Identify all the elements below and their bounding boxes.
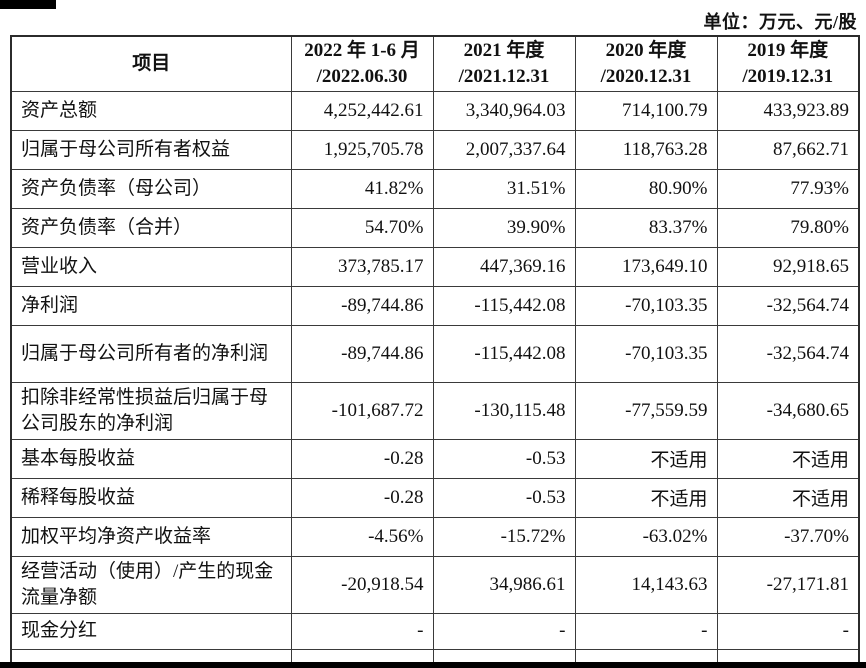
- row-net-profit-after-nonrecurring: 扣除非经常性损益后归属于母公司股东的净利润 -101,687.72 -130,1…: [10, 381, 860, 440]
- cell-value: 77.93%: [716, 168, 860, 209]
- header-period-2020: 2020 年度 /2020.12.31: [574, 35, 718, 92]
- cell-value: -34,680.65: [716, 381, 860, 440]
- cell-value: -0.28: [290, 477, 434, 518]
- cell-value: -89,744.86: [290, 324, 434, 383]
- unit-label: 单位：万元、元/股: [703, 12, 857, 32]
- cell-value: -27,171.81: [716, 555, 860, 614]
- scan-artifact-top-left: [0, 0, 56, 9]
- cell-value: -63.02%: [574, 516, 718, 557]
- row-label: 归属于母公司所有者权益: [10, 129, 292, 170]
- row-label: 扣除非经常性损益后归属于母公司股东的净利润: [10, 381, 292, 440]
- row-operating-revenue: 营业收入 373,785.17 447,369.16 173,649.10 92…: [10, 246, 860, 287]
- cell-value: -37.70%: [716, 516, 860, 557]
- cell-value: -: [290, 612, 434, 650]
- cell-value: -32,564.74: [716, 324, 860, 383]
- cell-value: -: [574, 612, 718, 650]
- cell-value: -0.53: [432, 477, 576, 518]
- row-label: 现金分红: [10, 612, 292, 650]
- cell-value: -: [716, 612, 860, 650]
- row-parent-equity: 归属于母公司所有者权益 1,925,705.78 2,007,337.64 11…: [10, 129, 860, 170]
- row-label: 经营活动（使用）/产生的现金流量净额: [10, 555, 292, 614]
- row-label: 稀释每股收益: [10, 477, 292, 518]
- cell-value: -70,103.35: [574, 324, 718, 383]
- cell-value: -0.28: [290, 438, 434, 479]
- header-row: 项目 2022 年 1-6 月 /2022.06.30 2021 年度 /202…: [10, 35, 860, 92]
- header-period-2021: 2021 年度 /2021.12.31: [432, 35, 576, 92]
- header-period-line1: 2019 年度: [747, 40, 829, 62]
- row-label: 加权平均净资产收益率: [10, 516, 292, 557]
- cell-value: 39.90%: [432, 207, 576, 248]
- cell-value: 79.80%: [716, 207, 860, 248]
- cell-value: 34,986.61: [432, 555, 576, 614]
- row-weighted-avg-roe: 加权平均净资产收益率 -4.56% -15.72% -63.02% -37.70…: [10, 516, 860, 557]
- cell-value: -115,442.08: [432, 285, 576, 326]
- header-item: 项目: [10, 35, 292, 92]
- cell-value: -89,744.86: [290, 285, 434, 326]
- cell-value: 92,918.65: [716, 246, 860, 287]
- cell-value: -15.72%: [432, 516, 576, 557]
- cell-value: 714,100.79: [574, 90, 718, 131]
- header-period-line2: /2019.12.31: [742, 65, 834, 87]
- header-period-2019: 2019 年度 /2019.12.31: [716, 35, 860, 92]
- cell-value: 447,369.16: [432, 246, 576, 287]
- cell-value: 不适用: [574, 438, 718, 479]
- cell-value: 83.37%: [574, 207, 718, 248]
- row-label: 资产总额: [10, 90, 292, 131]
- cell-value: -4.56%: [290, 516, 434, 557]
- cell-value: 54.70%: [290, 207, 434, 248]
- row-label: 资产负债率（母公司）: [10, 168, 292, 209]
- cell-value: 80.90%: [574, 168, 718, 209]
- row-label: 基本每股收益: [10, 438, 292, 479]
- cell-value: 373,785.17: [290, 246, 434, 287]
- cell-value: 118,763.28: [574, 129, 718, 170]
- cell-value: -70,103.35: [574, 285, 718, 326]
- page-bottom-edge: [0, 662, 866, 668]
- row-label: 营业收入: [10, 246, 292, 287]
- row-label: 资产负债率（合并）: [10, 207, 292, 248]
- row-diluted-eps: 稀释每股收益 -0.28 -0.53 不适用 不适用: [10, 477, 860, 518]
- row-label: 归属于母公司所有者的净利润: [10, 324, 292, 383]
- row-basic-eps: 基本每股收益 -0.28 -0.53 不适用 不适用: [10, 438, 860, 479]
- cell-value: -101,687.72: [290, 381, 434, 440]
- cell-value: -20,918.54: [290, 555, 434, 614]
- cell-value: -130,115.48: [432, 381, 576, 440]
- cell-value: -77,559.59: [574, 381, 718, 440]
- header-period-2022h1: 2022 年 1-6 月 /2022.06.30: [290, 35, 434, 92]
- row-cash-dividend: 现金分红 - - - -: [10, 612, 860, 650]
- cell-value: -115,442.08: [432, 324, 576, 383]
- cell-value: 433,923.89: [716, 90, 860, 131]
- cell-value: 31.51%: [432, 168, 576, 209]
- cell-value: 87,662.71: [716, 129, 860, 170]
- row-operating-cash-flow: 经营活动（使用）/产生的现金流量净额 -20,918.54 34,986.61 …: [10, 555, 860, 614]
- financial-summary-table: 项目 2022 年 1-6 月 /2022.06.30 2021 年度 /202…: [10, 35, 860, 668]
- cell-value: -: [432, 612, 576, 650]
- row-net-profit: 净利润 -89,744.86 -115,442.08 -70,103.35 -3…: [10, 285, 860, 326]
- cell-value: 2,007,337.64: [432, 129, 576, 170]
- row-net-profit-parent: 归属于母公司所有者的净利润 -89,744.86 -115,442.08 -70…: [10, 324, 860, 383]
- cell-value: 41.82%: [290, 168, 434, 209]
- header-period-line1: 2021 年度: [463, 40, 545, 62]
- cell-value: -32,564.74: [716, 285, 860, 326]
- cell-value: 不适用: [716, 438, 860, 479]
- cell-value: 不适用: [716, 477, 860, 518]
- header-period-line2: /2022.06.30: [316, 65, 408, 87]
- header-period-line2: /2020.12.31: [600, 65, 692, 87]
- cell-value: 4,252,442.61: [290, 90, 434, 131]
- row-label: 净利润: [10, 285, 292, 326]
- row-total-assets: 资产总额 4,252,442.61 3,340,964.03 714,100.7…: [10, 90, 860, 131]
- cell-value: 173,649.10: [574, 246, 718, 287]
- cell-value: 1,925,705.78: [290, 129, 434, 170]
- cell-value: 14,143.63: [574, 555, 718, 614]
- cell-value: -0.53: [432, 438, 576, 479]
- row-debt-ratio-parent: 资产负债率（母公司） 41.82% 31.51% 80.90% 77.93%: [10, 168, 860, 209]
- row-debt-ratio-consolidated: 资产负债率（合并） 54.70% 39.90% 83.37% 79.80%: [10, 207, 860, 248]
- cell-value: 3,340,964.03: [432, 90, 576, 131]
- header-period-line2: /2021.12.31: [458, 65, 550, 87]
- header-period-line1: 2022 年 1-6 月: [304, 40, 420, 62]
- cell-value: 不适用: [574, 477, 718, 518]
- header-period-line1: 2020 年度: [605, 40, 687, 62]
